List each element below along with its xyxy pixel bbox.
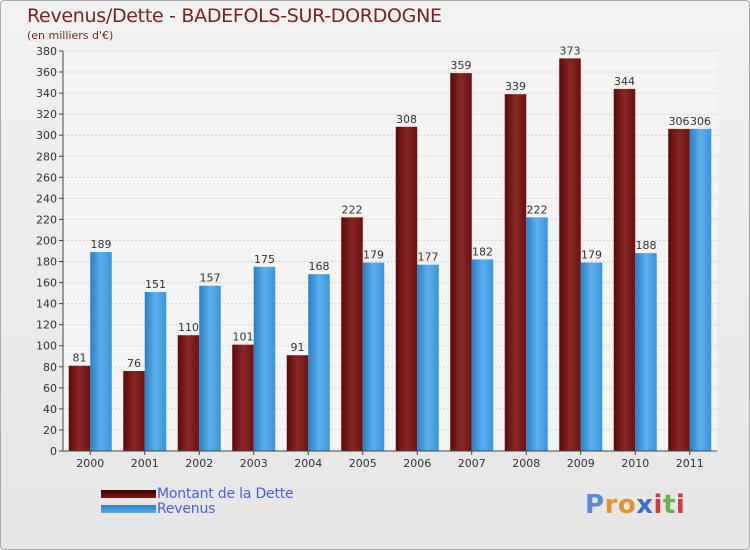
logo-letter: r bbox=[604, 490, 618, 520]
y-tick-label: 380 bbox=[36, 45, 57, 58]
data-label-revenus-2009: 179 bbox=[581, 249, 602, 262]
y-tick-label: 200 bbox=[36, 234, 57, 247]
x-tick-label-2004: 2004 bbox=[294, 457, 322, 470]
y-tick-label: 100 bbox=[36, 340, 57, 353]
x-tick-label-2002: 2002 bbox=[185, 457, 213, 470]
bar-revenus-2006 bbox=[417, 264, 439, 451]
data-label-dette-2010: 344 bbox=[614, 75, 635, 88]
chart-subtitle: (en milliers d'€) bbox=[27, 29, 114, 42]
data-label-revenus-2004: 168 bbox=[309, 260, 330, 273]
bar-dette-2009 bbox=[559, 58, 581, 452]
bar-dette-2006 bbox=[395, 126, 418, 451]
data-label-revenus-2007: 182 bbox=[472, 245, 493, 258]
x-tick-label-2006: 2006 bbox=[403, 457, 431, 470]
y-tick-label: 300 bbox=[36, 129, 57, 142]
data-label-dette-2002: 110 bbox=[178, 321, 199, 334]
bar-dette-2002 bbox=[177, 335, 200, 451]
data-label-revenus-2000: 189 bbox=[91, 238, 112, 251]
data-label-dette-2011: 306 bbox=[669, 115, 690, 128]
y-tick-label: 140 bbox=[36, 298, 57, 311]
data-label-revenus-2003: 175 bbox=[254, 253, 275, 266]
y-tick-label: 280 bbox=[36, 150, 57, 163]
logo-letter: t bbox=[662, 490, 676, 520]
y-tick-label: 160 bbox=[36, 277, 57, 290]
x-tick-label-2007: 2007 bbox=[458, 457, 486, 470]
x-tick-label-2005: 2005 bbox=[349, 457, 377, 470]
bar-revenus-2003 bbox=[253, 266, 276, 451]
bar-dette-2001 bbox=[123, 371, 145, 451]
chart-title: Revenus/Dette - BADEFOLS-SUR-DORDOGNE bbox=[27, 5, 442, 27]
legend-label-revenus: Revenus bbox=[157, 501, 216, 517]
bar-dette-2000 bbox=[68, 365, 91, 451]
data-label-revenus-2005: 179 bbox=[363, 249, 384, 262]
bar-revenus-2004 bbox=[308, 274, 330, 451]
data-label-dette-2008: 339 bbox=[505, 80, 526, 93]
data-label-dette-2009: 373 bbox=[560, 44, 581, 57]
data-label-revenus-2001: 151 bbox=[145, 278, 166, 291]
x-tick-label-2011: 2011 bbox=[676, 457, 704, 470]
data-label-revenus-2006: 177 bbox=[418, 251, 439, 264]
y-tick-label: 120 bbox=[36, 319, 57, 332]
y-tick-label: 320 bbox=[36, 108, 57, 121]
bar-revenus-2009 bbox=[580, 262, 603, 451]
y-tick-label: 60 bbox=[43, 382, 57, 395]
proxiti-logo: Proxiti bbox=[585, 490, 685, 520]
y-tick-label: 20 bbox=[43, 424, 57, 437]
data-label-revenus-2002: 157 bbox=[200, 272, 221, 285]
x-tick-label-2008: 2008 bbox=[512, 457, 540, 470]
bar-revenus-2010 bbox=[635, 253, 657, 451]
bar-dette-2007 bbox=[450, 73, 472, 452]
y-tick-label: 180 bbox=[36, 256, 57, 269]
logo-letter: P bbox=[585, 490, 605, 520]
y-tick-label: 260 bbox=[36, 171, 57, 184]
x-tick-label-2000: 2000 bbox=[76, 457, 104, 470]
x-tick-label-2010: 2010 bbox=[621, 457, 649, 470]
bar-revenus-2000 bbox=[90, 252, 112, 451]
legend-swatch-revenus bbox=[101, 505, 156, 513]
y-tick-label: 340 bbox=[36, 87, 57, 100]
bar-dette-2008 bbox=[504, 94, 527, 451]
y-tick-label: 80 bbox=[43, 361, 57, 374]
bar-revenus-2007 bbox=[471, 259, 494, 451]
data-label-dette-2000: 81 bbox=[73, 352, 87, 365]
plot-area bbox=[63, 51, 717, 451]
data-label-dette-2001: 76 bbox=[127, 357, 141, 370]
bar-dette-2004 bbox=[286, 355, 309, 451]
y-tick-label: 220 bbox=[36, 213, 57, 226]
legend-label-debt: Montant de la Dette bbox=[157, 486, 294, 502]
y-tick-label: 40 bbox=[43, 403, 57, 416]
logo-letter: i bbox=[675, 490, 686, 520]
bar-dette-2011 bbox=[668, 128, 690, 451]
bar-dette-2010 bbox=[613, 88, 636, 451]
data-label-dette-2005: 222 bbox=[342, 203, 363, 216]
data-label-dette-2006: 308 bbox=[396, 113, 417, 126]
data-label-revenus-2008: 222 bbox=[527, 203, 548, 216]
logo-letter: x bbox=[636, 490, 654, 520]
data-label-dette-2003: 101 bbox=[233, 331, 254, 344]
legend-swatch-debt bbox=[101, 490, 156, 498]
data-label-revenus-2010: 188 bbox=[636, 239, 657, 252]
logo-letter: o bbox=[617, 490, 637, 520]
bar-revenus-2002 bbox=[199, 285, 221, 451]
y-tick-label: 240 bbox=[36, 192, 57, 205]
x-tick-label-2003: 2003 bbox=[240, 457, 268, 470]
data-label-dette-2007: 359 bbox=[451, 59, 472, 72]
bar-revenus-2011 bbox=[689, 128, 712, 451]
x-tick-label-2001: 2001 bbox=[131, 457, 159, 470]
bar-dette-2003 bbox=[232, 344, 254, 451]
y-tick-label: 360 bbox=[36, 66, 57, 79]
bar-revenus-2001 bbox=[144, 292, 167, 451]
bar-revenus-2005 bbox=[362, 262, 385, 451]
x-tick-label-2009: 2009 bbox=[567, 457, 595, 470]
data-label-revenus-2011: 306 bbox=[690, 115, 711, 128]
bar-dette-2005 bbox=[341, 217, 363, 451]
data-label-dette-2004: 91 bbox=[291, 341, 305, 354]
bar-revenus-2008 bbox=[526, 217, 548, 451]
logo-letter: i bbox=[653, 490, 663, 520]
y-tick-label: 0 bbox=[50, 445, 57, 458]
